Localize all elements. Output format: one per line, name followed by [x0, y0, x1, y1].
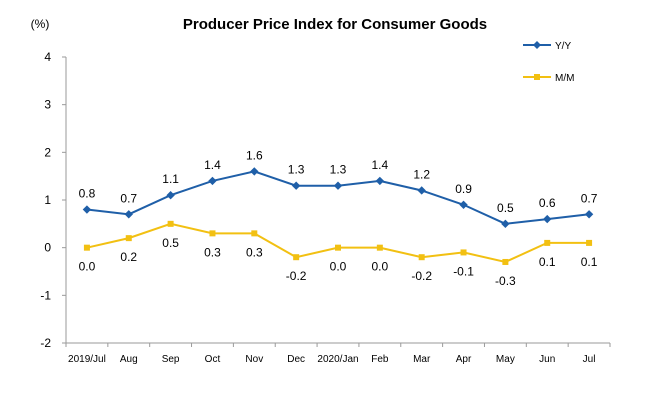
data-label-1: 0.3 — [246, 245, 263, 259]
series-point-0 — [375, 176, 385, 186]
data-label-1: -0.1 — [453, 264, 474, 278]
data-label-1: 0.0 — [79, 260, 96, 274]
data-label-0: 1.4 — [204, 158, 221, 172]
x-tick-label: Dec — [287, 354, 305, 365]
legend-marker-0 — [533, 41, 541, 49]
data-label-0: 0.7 — [581, 191, 598, 205]
data-label-0: 0.7 — [120, 191, 137, 205]
data-label-0: 0.5 — [497, 201, 514, 215]
x-tick-label: Jun — [539, 354, 555, 365]
series-point-1 — [418, 254, 425, 261]
x-tick-label: Oct — [205, 354, 221, 365]
data-label-0: 1.3 — [330, 163, 347, 177]
data-label-0: 1.1 — [162, 172, 179, 186]
series-point-1 — [167, 220, 174, 227]
x-tick-label: Apr — [456, 354, 472, 365]
series-point-0 — [166, 191, 175, 200]
y-tick-label: 0 — [44, 241, 51, 255]
x-tick-label: Feb — [371, 354, 389, 365]
data-labels: 0.8 0.7 1.1 1.4 1.6 1.3 1.3 1.4 1.2 0.9 0.5 0.6 0.7 0… — [79, 148, 598, 288]
data-label-0: 1.6 — [246, 148, 263, 162]
data-label-1: 0.1 — [539, 255, 556, 269]
axis-ticks: -2 -1 0 1 2 3 4 2019/Jul Aug Sep Oct Nov Dec 2020/Jan… — [40, 50, 611, 365]
data-label-1: 0.0 — [330, 260, 347, 274]
series-point-0 — [250, 167, 259, 176]
data-label-1: 0.5 — [162, 236, 179, 250]
data-label-0: 0.6 — [539, 196, 556, 210]
y-tick-label: -1 — [40, 288, 51, 302]
series-point-0 — [208, 176, 217, 186]
data-label-1: 0.1 — [581, 255, 598, 269]
data-label-0: 1.3 — [288, 163, 305, 177]
series-point-1 — [335, 244, 341, 251]
legend-marker-1 — [534, 74, 540, 80]
legend: Y/Y M/M — [523, 41, 574, 84]
chart-title: Producer Price Index for Consumer Goods — [183, 16, 487, 33]
series-point-1 — [83, 244, 90, 251]
series-point-1 — [460, 249, 467, 256]
series-point-0 — [543, 214, 552, 224]
y-tick-label: 1 — [44, 193, 51, 207]
series-point-1 — [376, 244, 383, 251]
y-tick-label: 4 — [44, 50, 51, 64]
series-point-1 — [586, 239, 593, 246]
series-point-0 — [501, 219, 510, 229]
x-tick-label: Sep — [162, 354, 180, 365]
x-tick-label: 2020/Jan — [317, 354, 358, 365]
series-point-1 — [125, 235, 132, 242]
series-point-0 — [417, 186, 426, 195]
series-point-1 — [502, 258, 509, 265]
data-label-0: 1.4 — [372, 158, 389, 172]
y-unit-label: (%) — [31, 17, 50, 31]
series-group — [82, 167, 594, 265]
x-tick-label: Aug — [120, 354, 138, 365]
legend-label-0: Y/Y — [555, 41, 571, 52]
series-point-1 — [251, 230, 258, 237]
x-tick-label: Nov — [245, 354, 263, 365]
x-tick-label: May — [496, 354, 515, 365]
data-label-1: -0.3 — [495, 274, 516, 288]
series-point-1 — [293, 254, 300, 261]
data-label-1: 0.3 — [204, 245, 221, 259]
y-tick-label: 2 — [44, 145, 51, 159]
x-tick-label: Jul — [583, 354, 596, 365]
series-point-0 — [584, 210, 594, 219]
series-point-0 — [124, 210, 133, 219]
data-label-1: 0.2 — [120, 250, 137, 264]
data-label-1: 0.0 — [372, 260, 389, 274]
y-tick-label: 3 — [44, 98, 51, 112]
data-label-0: 1.2 — [413, 167, 430, 181]
data-label-1: -0.2 — [411, 269, 432, 283]
x-tick-label: Mar — [413, 354, 431, 365]
x-tick-label: 2019/Jul — [68, 354, 106, 365]
series-point-1 — [544, 239, 551, 246]
data-label-0: 0.9 — [455, 182, 472, 196]
legend-label-1: M/M — [555, 73, 574, 84]
data-label-1: -0.2 — [286, 269, 307, 283]
data-label-0: 0.8 — [79, 187, 96, 201]
y-tick-label: -2 — [40, 336, 51, 350]
series-point-0 — [333, 181, 343, 190]
series-point-0 — [82, 205, 92, 214]
series-point-0 — [459, 200, 468, 209]
series-point-0 — [291, 181, 301, 190]
series-point-1 — [209, 230, 216, 237]
